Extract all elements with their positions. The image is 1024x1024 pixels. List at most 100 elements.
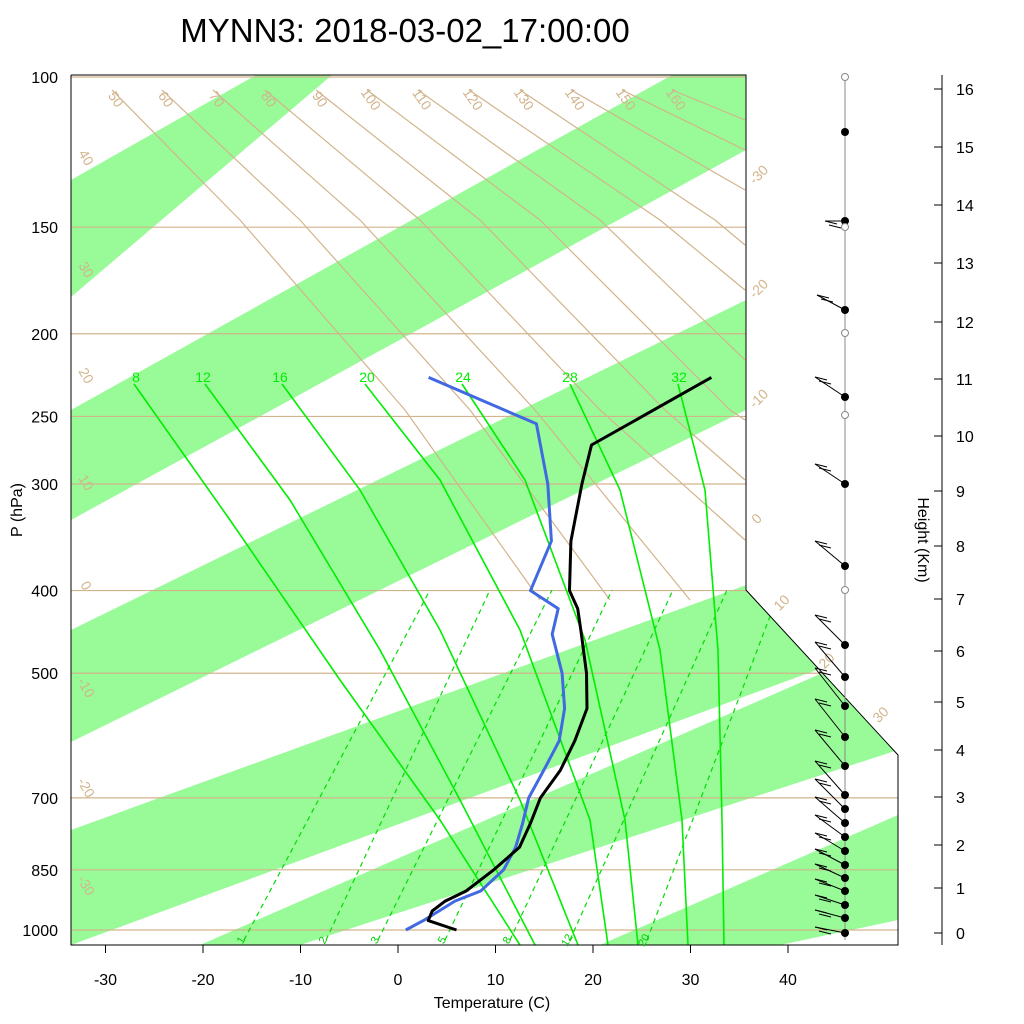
- height-tick-label: 5: [956, 695, 965, 712]
- height-tick-label: 9: [956, 484, 965, 501]
- wind-barb: [814, 778, 846, 810]
- pressure-tick-label: 400: [31, 584, 58, 601]
- wind-barb-feather: [818, 852, 832, 857]
- x-axis-label: Temperature (C): [434, 995, 550, 1012]
- height-tick-label: 13: [956, 256, 974, 273]
- isotherm-label-right: 10: [770, 591, 792, 613]
- wind-barb-feather: [814, 540, 828, 545]
- mixing-ratio-label: 3: [369, 935, 382, 946]
- wind-barb-feather: [814, 848, 828, 853]
- height-tick-label: 1: [956, 881, 965, 898]
- height-marker-open: [841, 73, 849, 81]
- mixing-ratio-label: 2: [317, 935, 330, 946]
- height-tick-label: 16: [956, 82, 974, 99]
- wind-barb-feather: [814, 614, 828, 619]
- moist-adiabat-label: 24: [455, 369, 471, 385]
- wind-barb-feather: [828, 224, 842, 229]
- wind-barb-feather: [814, 667, 828, 672]
- wind-barb-feather: [818, 898, 832, 903]
- wind-barb-feather: [814, 778, 828, 783]
- dry-adiabat: [621, 89, 746, 151]
- wind-barb-feather: [818, 380, 832, 385]
- wind-barb: [814, 614, 846, 646]
- temperature-tick-label: 30: [682, 972, 700, 989]
- mixing-ratio-label: 20: [636, 932, 653, 949]
- wind-barb-feather: [820, 298, 834, 303]
- wind-barb-feather: [818, 782, 832, 787]
- wind-barb-column: [814, 73, 849, 940]
- temperature-tick-label: 0: [394, 972, 403, 989]
- moist-adiabat-label: 32: [671, 369, 687, 385]
- wind-barb: [814, 878, 846, 892]
- wind-barb: [814, 832, 846, 852]
- moist-adiabat: [204, 383, 536, 945]
- wind-barb-feather: [818, 618, 832, 623]
- wind-barb-feather: [818, 818, 832, 823]
- dry-adiabat: [366, 89, 746, 421]
- moist-adiabat: [677, 383, 725, 945]
- mixing-ratio-label: 1: [235, 935, 248, 946]
- dry-adiabat: [212, 89, 691, 601]
- wind-barb-feather: [814, 641, 828, 646]
- pressure-tick-label: 1000: [22, 923, 58, 940]
- height-tick-label: 2: [956, 838, 965, 855]
- temperature-tick-label: 40: [779, 972, 797, 989]
- height-marker-dot: [841, 128, 849, 136]
- height-axis-label: Height (Km): [914, 497, 931, 582]
- height-tick-label: 6: [956, 644, 965, 661]
- pressure-tick-label: 300: [31, 477, 58, 494]
- moist-adiabats: [133, 383, 725, 945]
- dry-adiabat: [417, 89, 746, 361]
- moist-adiabat-label: 8: [132, 369, 140, 385]
- wind-barb-feather: [814, 729, 828, 734]
- mixing-ratio-line: [569, 589, 728, 941]
- moist-adiabat-label: 16: [272, 369, 288, 385]
- isotherm-label-right: -20: [746, 276, 772, 302]
- wind-barb-feather: [818, 733, 832, 738]
- wind-barb: [814, 760, 846, 796]
- wind-barb-feather: [818, 645, 832, 650]
- pressure-tick-label: 200: [31, 327, 58, 344]
- temperature-tick-label: -10: [289, 972, 312, 989]
- moist-adiabat: [569, 383, 689, 945]
- height-tick-label: 11: [956, 372, 973, 389]
- moist-adiabat: [133, 383, 521, 945]
- dewpoint-profile: [405, 376, 567, 932]
- moist-adiabat-label: 20: [359, 369, 375, 385]
- wind-barb-feather: [814, 796, 828, 801]
- wind-barb: [814, 848, 846, 866]
- isotherm-label-right: 0: [748, 510, 765, 527]
- wind-barb-feather: [818, 544, 832, 549]
- mixing-ratio-line: [377, 589, 553, 941]
- height-marker-open: [841, 329, 849, 337]
- isotherm-label-left: 30: [76, 259, 98, 281]
- wind-barb: [814, 463, 846, 485]
- wind-barb-feather: [814, 926, 828, 931]
- wind-barb-feather: [814, 909, 828, 914]
- wind-barb: [816, 294, 846, 311]
- wind-barb-feather: [818, 913, 832, 918]
- wind-barb-feather: [818, 882, 832, 887]
- moist-adiabat: [281, 383, 579, 945]
- wind-barb-feather: [814, 863, 828, 868]
- wind-barb-feather: [818, 836, 832, 841]
- temperature-tick-label: 20: [584, 972, 602, 989]
- chart-title: MYNN3: 2018-03-02_17:00:00: [180, 12, 629, 49]
- height-tick-label: 7: [956, 592, 965, 609]
- mixing-ratio-line: [509, 589, 674, 941]
- wind-barb-feather: [814, 376, 828, 381]
- wind-barb-feather: [818, 800, 832, 805]
- wind-barb-feather: [814, 463, 828, 468]
- mixing-ratio-label: 5: [436, 935, 449, 946]
- dry-adiabat: [468, 89, 746, 291]
- wind-barb-feather: [814, 814, 828, 819]
- mixing-ratio-line: [325, 589, 491, 941]
- wind-barb: [814, 667, 846, 707]
- pressure-tick-label: 100: [31, 70, 58, 87]
- dry-adiabat: [315, 89, 746, 481]
- pressure-tick-label: 250: [31, 409, 58, 426]
- dry-adiabat: [519, 89, 746, 246]
- height-tick-label: 4: [956, 743, 965, 760]
